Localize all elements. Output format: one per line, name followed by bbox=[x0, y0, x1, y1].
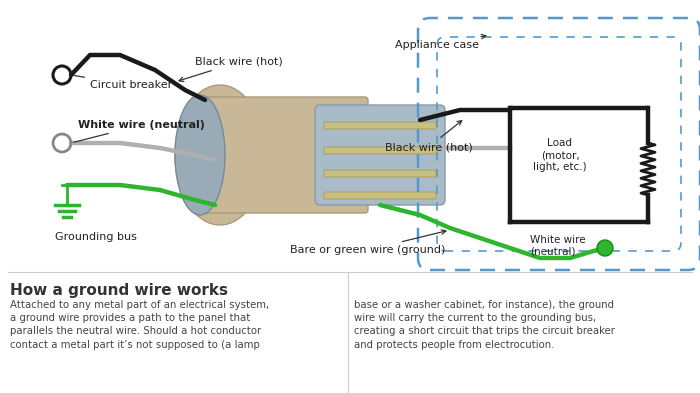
Text: White wire (neutral): White wire (neutral) bbox=[74, 120, 205, 142]
FancyBboxPatch shape bbox=[324, 122, 436, 129]
FancyBboxPatch shape bbox=[324, 192, 436, 199]
Text: Grounding bus: Grounding bus bbox=[55, 232, 137, 242]
FancyBboxPatch shape bbox=[324, 147, 436, 154]
Text: How a ground wire works: How a ground wire works bbox=[10, 283, 228, 298]
FancyBboxPatch shape bbox=[202, 97, 368, 213]
Text: Black wire (hot): Black wire (hot) bbox=[179, 57, 283, 81]
Text: Black wire (hot): Black wire (hot) bbox=[385, 121, 473, 152]
Text: White wire
(neutral): White wire (neutral) bbox=[530, 235, 586, 257]
Text: Attached to any metal part of an electrical system,
a ground wire provides a pat: Attached to any metal part of an electri… bbox=[10, 300, 269, 350]
Ellipse shape bbox=[175, 95, 225, 215]
Text: Circuit breaker: Circuit breaker bbox=[74, 75, 172, 90]
Text: Load
(motor,
light, etc.): Load (motor, light, etc.) bbox=[533, 138, 587, 172]
FancyBboxPatch shape bbox=[315, 105, 445, 205]
FancyBboxPatch shape bbox=[324, 170, 436, 177]
Ellipse shape bbox=[175, 85, 265, 225]
Text: Appliance case: Appliance case bbox=[395, 35, 486, 50]
Text: Bare or green wire (ground): Bare or green wire (ground) bbox=[290, 230, 446, 255]
Circle shape bbox=[597, 240, 613, 256]
Text: base or a washer cabinet, for instance), the ground
wire will carry the current : base or a washer cabinet, for instance),… bbox=[354, 300, 615, 350]
